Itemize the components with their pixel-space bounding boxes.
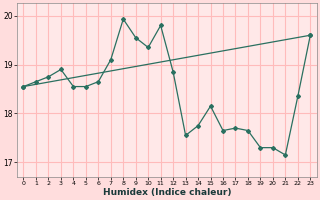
X-axis label: Humidex (Indice chaleur): Humidex (Indice chaleur) xyxy=(103,188,231,197)
